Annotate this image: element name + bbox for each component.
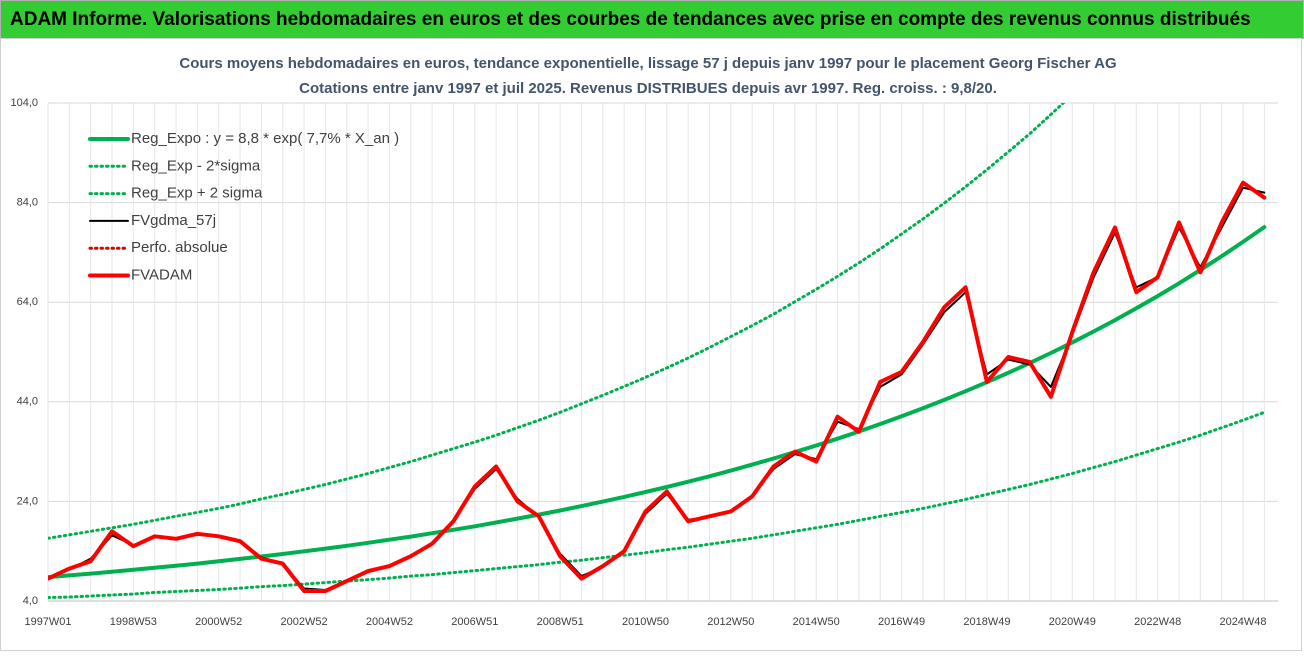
y-tick-label: 84,0 — [17, 197, 38, 209]
x-tick-label: 2000W52 — [195, 616, 242, 628]
legend-label: FVgdma_57j — [131, 212, 216, 229]
x-tick-label: 2002W52 — [281, 616, 328, 628]
x-tick-label: 1998W53 — [110, 616, 157, 628]
y-tick-label: 24,0 — [17, 495, 38, 507]
series-line — [48, 410, 1266, 599]
x-tick-label: 2012W50 — [707, 616, 754, 628]
x-tick-label: 2014W50 — [793, 616, 840, 628]
chart-subtitle: Cours moyens hebdomadaires en euros, ten… — [179, 55, 1116, 72]
x-tick-label: 2006W51 — [451, 616, 498, 628]
legend: Reg_Expo : y = 8,8 * exp( 7,7% * X_an ) R… — [88, 130, 399, 283]
series-line — [48, 180, 1267, 593]
axes: 4,0 24,0 44,0 64,0 84,0 104,0 1997W01 1998W53 20… — [10, 97, 1278, 628]
y-tick-label: 4,0 — [23, 595, 38, 607]
series-line — [48, 103, 1066, 540]
plot-area — [48, 103, 1267, 599]
y-tick-label: 64,0 — [17, 296, 38, 308]
x-tick-label: 2016W49 — [878, 616, 925, 628]
y-tick-label: 44,0 — [17, 396, 38, 408]
chart-frame — [0, 38, 1302, 651]
x-tick-label: 2008W51 — [537, 616, 584, 628]
chart-subtitle: Cotations entre janv 1997 et juil 2025. … — [299, 80, 997, 97]
chart-title: ADAM Informe. Valorisations hebdomadaire… — [10, 9, 1251, 30]
x-tick-label: 1997W01 — [24, 616, 71, 628]
legend-label: Reg_Exp - 2*sigma — [131, 157, 261, 174]
x-tick-label: 2018W49 — [963, 616, 1010, 628]
series-line — [48, 225, 1267, 580]
x-tick-label: 2024W48 — [1219, 616, 1266, 628]
x-tick-label: 2022W48 — [1134, 616, 1181, 628]
legend-label: Reg_Exp + 2 sigma — [131, 185, 263, 202]
x-tick-label: 2010W50 — [622, 616, 669, 628]
y-tick-label: 104,0 — [10, 97, 38, 109]
x-tick-label: 2020W49 — [1049, 616, 1096, 628]
title-bar — [0, 0, 1304, 39]
legend-label: Perfo. absolue — [131, 239, 228, 256]
grid — [47, 102, 1278, 602]
x-tick-label: 2004W52 — [366, 616, 413, 628]
legend-label: Reg_Expo : y = 8,8 * exp( 7,7% * X_an ) — [131, 130, 399, 147]
legend-label: FVADAM — [131, 266, 192, 283]
